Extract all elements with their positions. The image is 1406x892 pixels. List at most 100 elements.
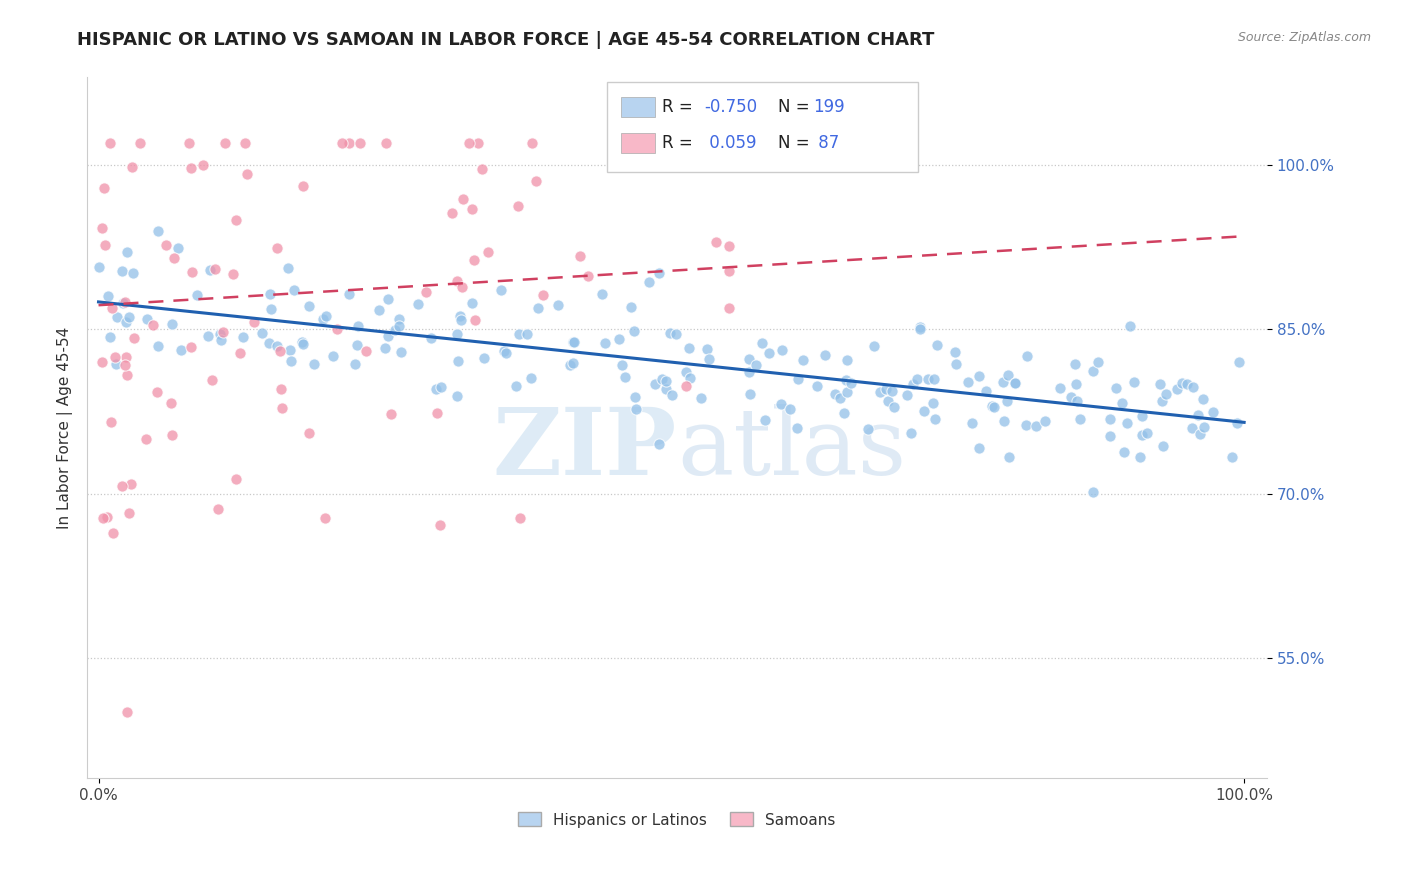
Point [655, 374, 678, 388]
Point [349, 136, 371, 150]
Point [98, 136, 121, 150]
Point [114, 315, 136, 329]
Point [593, 336, 616, 351]
Point [354, 343, 377, 358]
Point [207, 502, 229, 516]
Point [107, 310, 129, 324]
Point [824, 387, 846, 401]
Point [508, 326, 530, 341]
Point [661, 388, 683, 402]
Point [1130, 427, 1153, 442]
Point [93, 181, 115, 195]
Point [243, 315, 266, 329]
Point [1004, 376, 1026, 390]
Text: Source: ZipAtlas.com: Source: ZipAtlas.com [1237, 31, 1371, 45]
Point [651, 372, 673, 386]
Point [271, 401, 294, 416]
Point [1015, 417, 1038, 432]
Point [269, 344, 291, 359]
Point [737, 352, 759, 367]
Point [347, 319, 370, 334]
Point [312, 311, 335, 326]
Point [330, 136, 353, 150]
Point [346, 338, 368, 352]
Point [145, 384, 167, 399]
Point [717, 239, 740, 253]
Point [520, 370, 543, 384]
Point [337, 287, 360, 301]
Text: ZIP: ZIP [494, 404, 678, 494]
Point [576, 268, 599, 283]
Point [90, 220, 112, 235]
Point [665, 326, 688, 341]
Point [298, 299, 321, 313]
Point [905, 372, 928, 386]
Point [120, 476, 142, 491]
Point [921, 395, 943, 409]
Point [610, 359, 633, 373]
Point [967, 369, 990, 384]
Point [1181, 420, 1204, 434]
Point [1064, 376, 1087, 391]
Point [449, 309, 471, 323]
Point [515, 327, 537, 342]
Point [779, 401, 801, 416]
Point [832, 406, 855, 420]
Point [278, 343, 301, 357]
Point [103, 350, 125, 364]
Point [830, 391, 852, 405]
Point [101, 525, 124, 540]
Point [505, 379, 527, 393]
Point [917, 372, 939, 386]
Point [912, 404, 935, 418]
Text: atlas: atlas [678, 404, 907, 494]
Point [960, 416, 983, 430]
Point [924, 412, 946, 426]
Point [170, 343, 193, 357]
Point [787, 371, 810, 385]
Point [384, 323, 406, 337]
Text: HISPANIC OR LATINO VS SAMOAN IN LABOR FORCE | AGE 45-54 CORRELATION CHART: HISPANIC OR LATINO VS SAMOAN IN LABOR FO… [77, 31, 935, 49]
Point [460, 296, 482, 310]
Point [1081, 364, 1104, 378]
Point [472, 351, 495, 365]
Point [1129, 450, 1152, 464]
Point [744, 358, 766, 372]
Point [291, 335, 314, 350]
Point [1033, 414, 1056, 428]
Point [1170, 376, 1192, 390]
Point [291, 336, 314, 351]
Point [1112, 445, 1135, 459]
Point [974, 384, 997, 398]
Point [266, 339, 288, 353]
Point [148, 339, 170, 353]
Point [160, 428, 183, 442]
Point [880, 384, 903, 399]
Point [675, 365, 697, 379]
Point [193, 159, 215, 173]
Point [699, 351, 721, 366]
Point [983, 401, 1005, 415]
Point [446, 274, 468, 288]
Point [186, 287, 208, 301]
Point [283, 283, 305, 297]
Point [547, 298, 569, 312]
Point [446, 327, 468, 342]
Point [232, 329, 254, 343]
Point [1081, 485, 1104, 500]
Point [100, 415, 122, 429]
Point [1066, 393, 1088, 408]
Point [623, 324, 645, 338]
Point [87, 260, 110, 274]
Point [896, 388, 918, 402]
Point [655, 382, 678, 396]
Point [678, 371, 700, 385]
Point [1175, 377, 1198, 392]
Point [326, 322, 349, 336]
Point [1105, 381, 1128, 395]
Point [562, 356, 585, 370]
Point [461, 202, 484, 216]
Point [690, 391, 713, 405]
Point [91, 355, 114, 369]
Text: R =: R = [662, 98, 699, 116]
